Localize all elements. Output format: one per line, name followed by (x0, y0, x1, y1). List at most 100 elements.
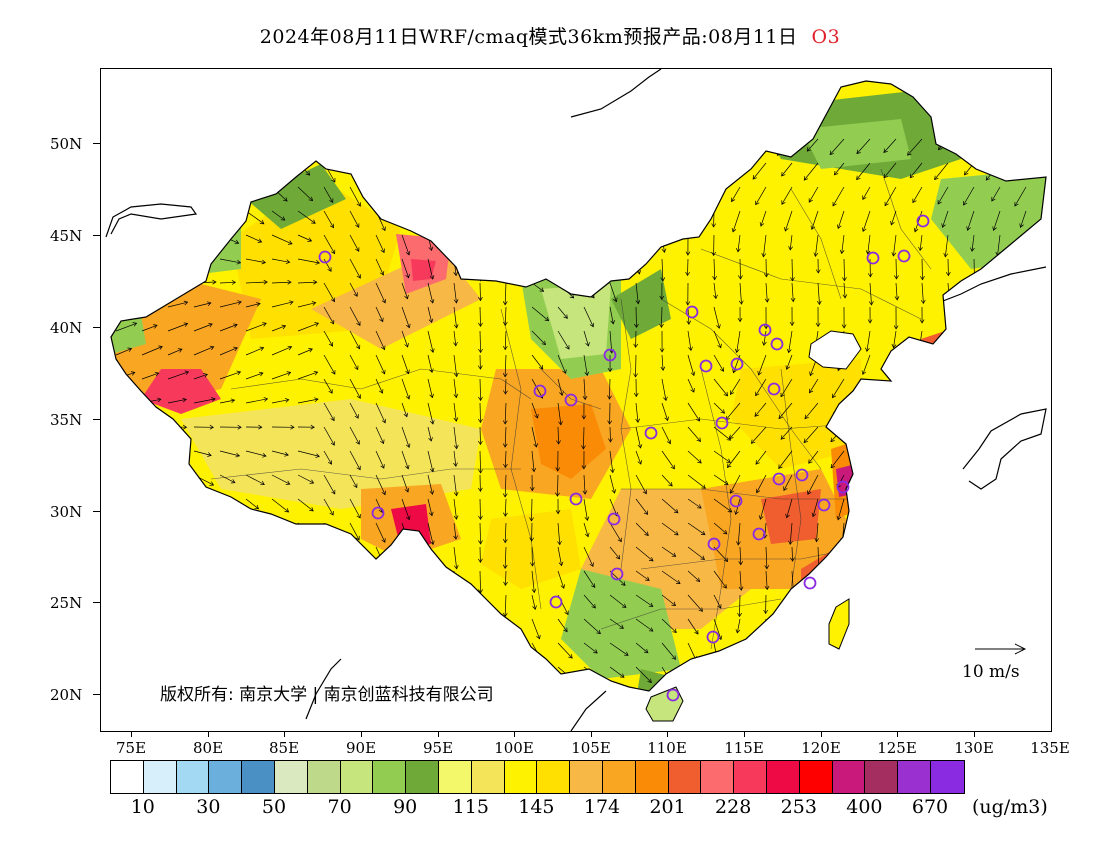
wind-arrow (529, 498, 534, 522)
wind-arrow (788, 522, 793, 545)
wind-arrow (323, 618, 335, 638)
wind-arrow (785, 498, 793, 519)
wind-arrow (453, 450, 458, 467)
lon-label-135e: 135E (1030, 739, 1070, 757)
wind-arrow (661, 450, 675, 470)
wind-arrow (856, 162, 871, 181)
wind-arrow (660, 354, 666, 371)
map-panel[interactable] (100, 68, 1052, 732)
wind-arrow (755, 450, 767, 465)
wind-arrow (401, 306, 411, 329)
wind-arrow (167, 258, 191, 265)
wind-arrow (141, 186, 157, 201)
lon-tick (667, 730, 668, 737)
wind-arrow (556, 426, 561, 445)
wind-arrow (991, 354, 1001, 377)
wind-arrow (865, 330, 871, 352)
wind-arrow (555, 474, 560, 497)
wind-arrow (972, 546, 977, 564)
wind-arrow (919, 594, 924, 617)
wind-arrow (502, 474, 508, 498)
wind-arrow (782, 642, 793, 664)
wind-arrow (989, 450, 1001, 465)
wind-arrow (167, 348, 183, 356)
wind-arrow (661, 594, 677, 607)
colorbar-tick-label: 145 (518, 796, 555, 818)
wind-arrow (245, 474, 265, 486)
wind-arrow (888, 498, 897, 521)
wind-arrow (711, 186, 717, 210)
wind-arrow (478, 306, 483, 327)
lon-tick (897, 730, 898, 737)
wind-arrow (861, 210, 871, 233)
wind-arrow (945, 306, 951, 329)
wind-arrow (1015, 162, 1027, 177)
wind-arrow (757, 354, 767, 376)
wind-arrow (764, 258, 769, 278)
wind-arrow (323, 570, 332, 585)
wind-arrow (297, 234, 313, 242)
wind-arrow (894, 546, 900, 569)
wind-arrow (453, 354, 459, 378)
wind-arrow (193, 258, 211, 264)
colorbar-swatch (340, 761, 374, 793)
wind-arrow (219, 450, 241, 458)
lat-label-20n: 20N (50, 686, 83, 704)
lat-label-50n: 50N (50, 135, 83, 153)
wind-arrow (167, 138, 185, 155)
wind-arrow (555, 498, 561, 515)
wind-arrow (323, 498, 334, 516)
wind-arrow (635, 498, 649, 515)
wind-arrow (193, 397, 216, 404)
province-boundaries (210, 168, 932, 650)
wind-arrow (993, 498, 1001, 517)
wind-arrow (478, 162, 483, 180)
wind-arrow (477, 354, 483, 370)
wind-arrow (557, 570, 566, 589)
wind-arrow (713, 450, 731, 463)
wind-arrow (375, 282, 386, 304)
wind-arrow (557, 642, 573, 659)
wind-arrow (557, 546, 564, 567)
wind-arrow (908, 450, 923, 469)
wind-arrow (245, 162, 261, 178)
wind-arrow (323, 594, 335, 614)
wind-arrow (502, 306, 508, 327)
wind-arrow (1024, 258, 1029, 281)
wind-arrow (687, 330, 693, 352)
station-marker (817, 498, 831, 512)
wind-arrow (219, 370, 242, 380)
wind-arrow (912, 186, 923, 204)
wind-arrow (453, 306, 459, 329)
wind-arrow (297, 474, 315, 484)
wind-arrow (991, 378, 1001, 393)
wind-arrow (583, 546, 594, 568)
wind-arrow (888, 642, 897, 660)
station-marker (795, 468, 809, 482)
wind-arrow (861, 642, 871, 663)
wind-arrow (687, 138, 697, 157)
wind-arrow (829, 690, 845, 691)
wind-arrow (945, 258, 951, 277)
wind-arrow (478, 282, 483, 302)
wind-arrow (890, 210, 897, 226)
wind-arrow (737, 306, 743, 323)
wind-arrow (782, 666, 793, 681)
wind-arrow (219, 570, 237, 586)
wind-arrow (245, 371, 264, 380)
colorbar-swatch (111, 761, 144, 793)
wind-arrow (736, 522, 741, 546)
wind-arrow (323, 258, 332, 272)
wind-arrow (555, 450, 561, 472)
wind-arrow (583, 522, 590, 538)
wind-arrow (730, 378, 741, 395)
wind-arrow (970, 234, 975, 252)
wind-arrow (167, 370, 190, 380)
wind-arrow (972, 282, 978, 302)
wind-arrow (349, 474, 358, 489)
wind-arrow (401, 234, 411, 256)
wind-arrow (167, 474, 183, 483)
lon-label-80e: 80E (192, 739, 224, 757)
colorbar-swatch (635, 761, 669, 793)
wind-arrow (713, 282, 718, 300)
